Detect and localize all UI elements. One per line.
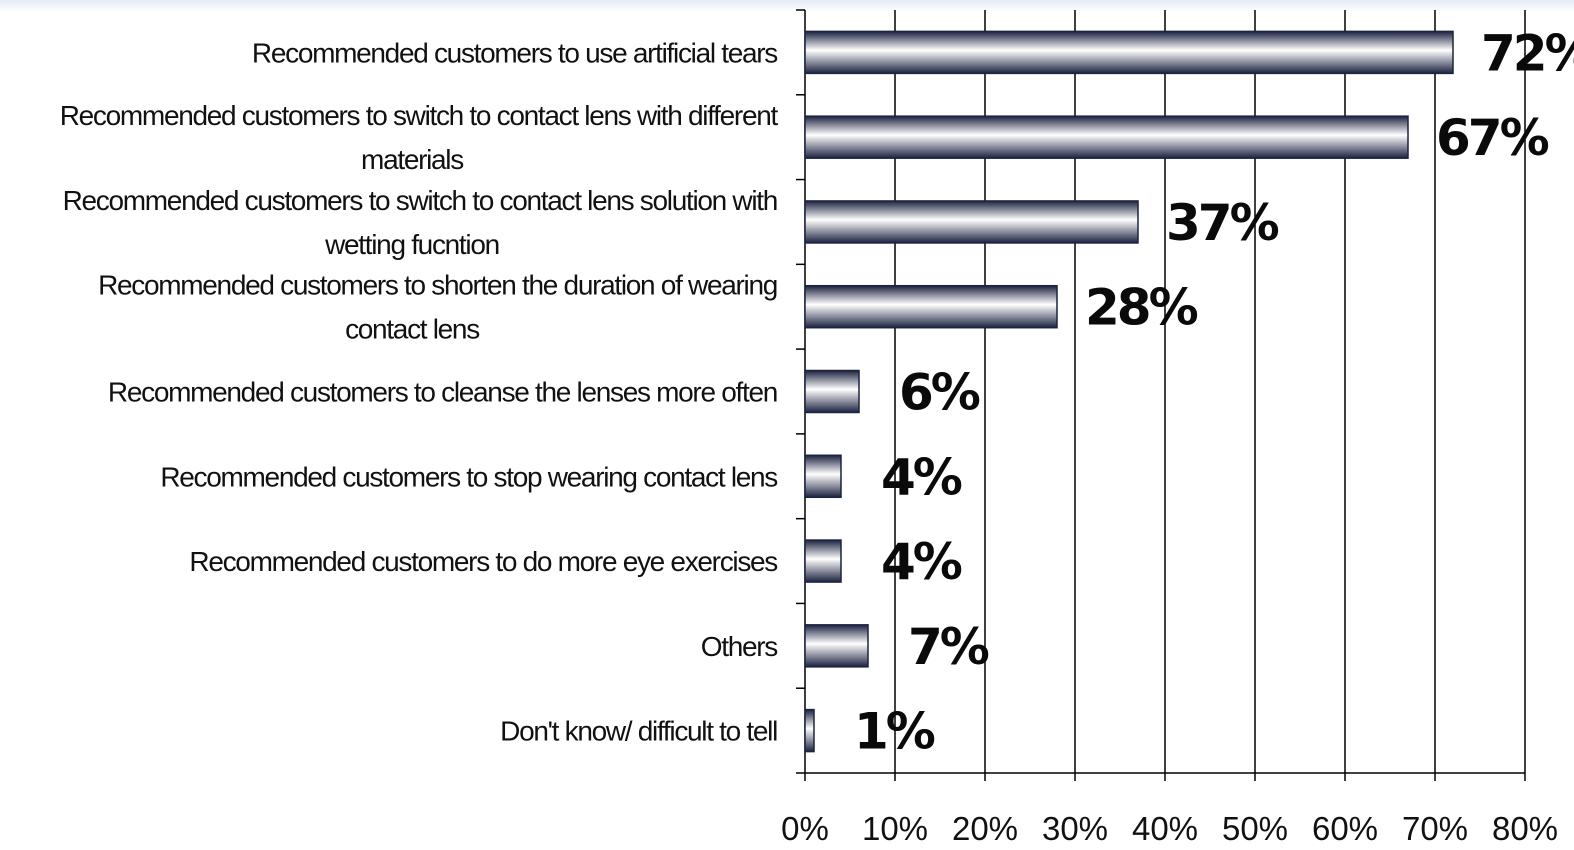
- bar: [804, 284, 1058, 329]
- category-label: Others: [701, 631, 778, 662]
- category-label: Recommended customers to switch to conta…: [63, 185, 777, 216]
- category-label: contact lens: [345, 314, 479, 345]
- bar: [804, 30, 1454, 75]
- category-label: Recommended customers to switch to conta…: [60, 100, 779, 131]
- category-label: Don't know/ difficult to tell: [500, 716, 777, 747]
- x-tick-label: 60%: [1312, 810, 1378, 847]
- x-tick-label: 10%: [862, 810, 928, 847]
- value-label: 4%: [881, 448, 962, 506]
- bar: [804, 200, 1139, 244]
- x-tick-label: 40%: [1132, 810, 1198, 847]
- x-tick-label: 30%: [1042, 810, 1108, 847]
- x-tick-label: 70%: [1402, 810, 1468, 847]
- category-label: Recommended customers to do more eye exe…: [189, 546, 777, 577]
- value-label: 6%: [899, 364, 980, 422]
- value-label: 67%: [1436, 109, 1549, 167]
- bar: [804, 539, 842, 583]
- value-label: 7%: [908, 618, 989, 676]
- value-labels: 72% 67% 37% 28% 6% 4% 4% 7% 1%: [854, 24, 1574, 760]
- value-label: 1%: [854, 703, 935, 761]
- x-tick-label: 80%: [1492, 810, 1558, 847]
- value-label: 28%: [1085, 279, 1198, 337]
- x-tick-labels: 0% 10% 20% 30% 40% 50% 60% 70% 80%: [781, 810, 1558, 847]
- value-label: 72%: [1481, 24, 1574, 82]
- bar: [804, 115, 1409, 159]
- bar: [804, 369, 860, 414]
- category-label: Recommended customers to use artificial …: [252, 37, 777, 68]
- category-labels: Recommended customers to use artificial …: [60, 37, 780, 747]
- value-label: 4%: [881, 533, 962, 591]
- category-label: materials: [361, 144, 463, 175]
- category-label: wetting fucntion: [324, 229, 499, 260]
- category-label: Recommended customers to stop wearing co…: [160, 461, 777, 492]
- x-tick-label: 50%: [1222, 810, 1288, 847]
- category-label: Recommended customers to cleanse the len…: [108, 377, 777, 408]
- bar: [804, 454, 842, 499]
- x-tick-label: 20%: [952, 810, 1018, 847]
- value-label: 37%: [1166, 194, 1279, 252]
- category-label: Recommended customers to shorten the dur…: [98, 270, 777, 301]
- bars: [804, 30, 1454, 753]
- x-tick-label: 0%: [781, 810, 829, 847]
- bar: [804, 708, 815, 753]
- bar: [804, 624, 869, 668]
